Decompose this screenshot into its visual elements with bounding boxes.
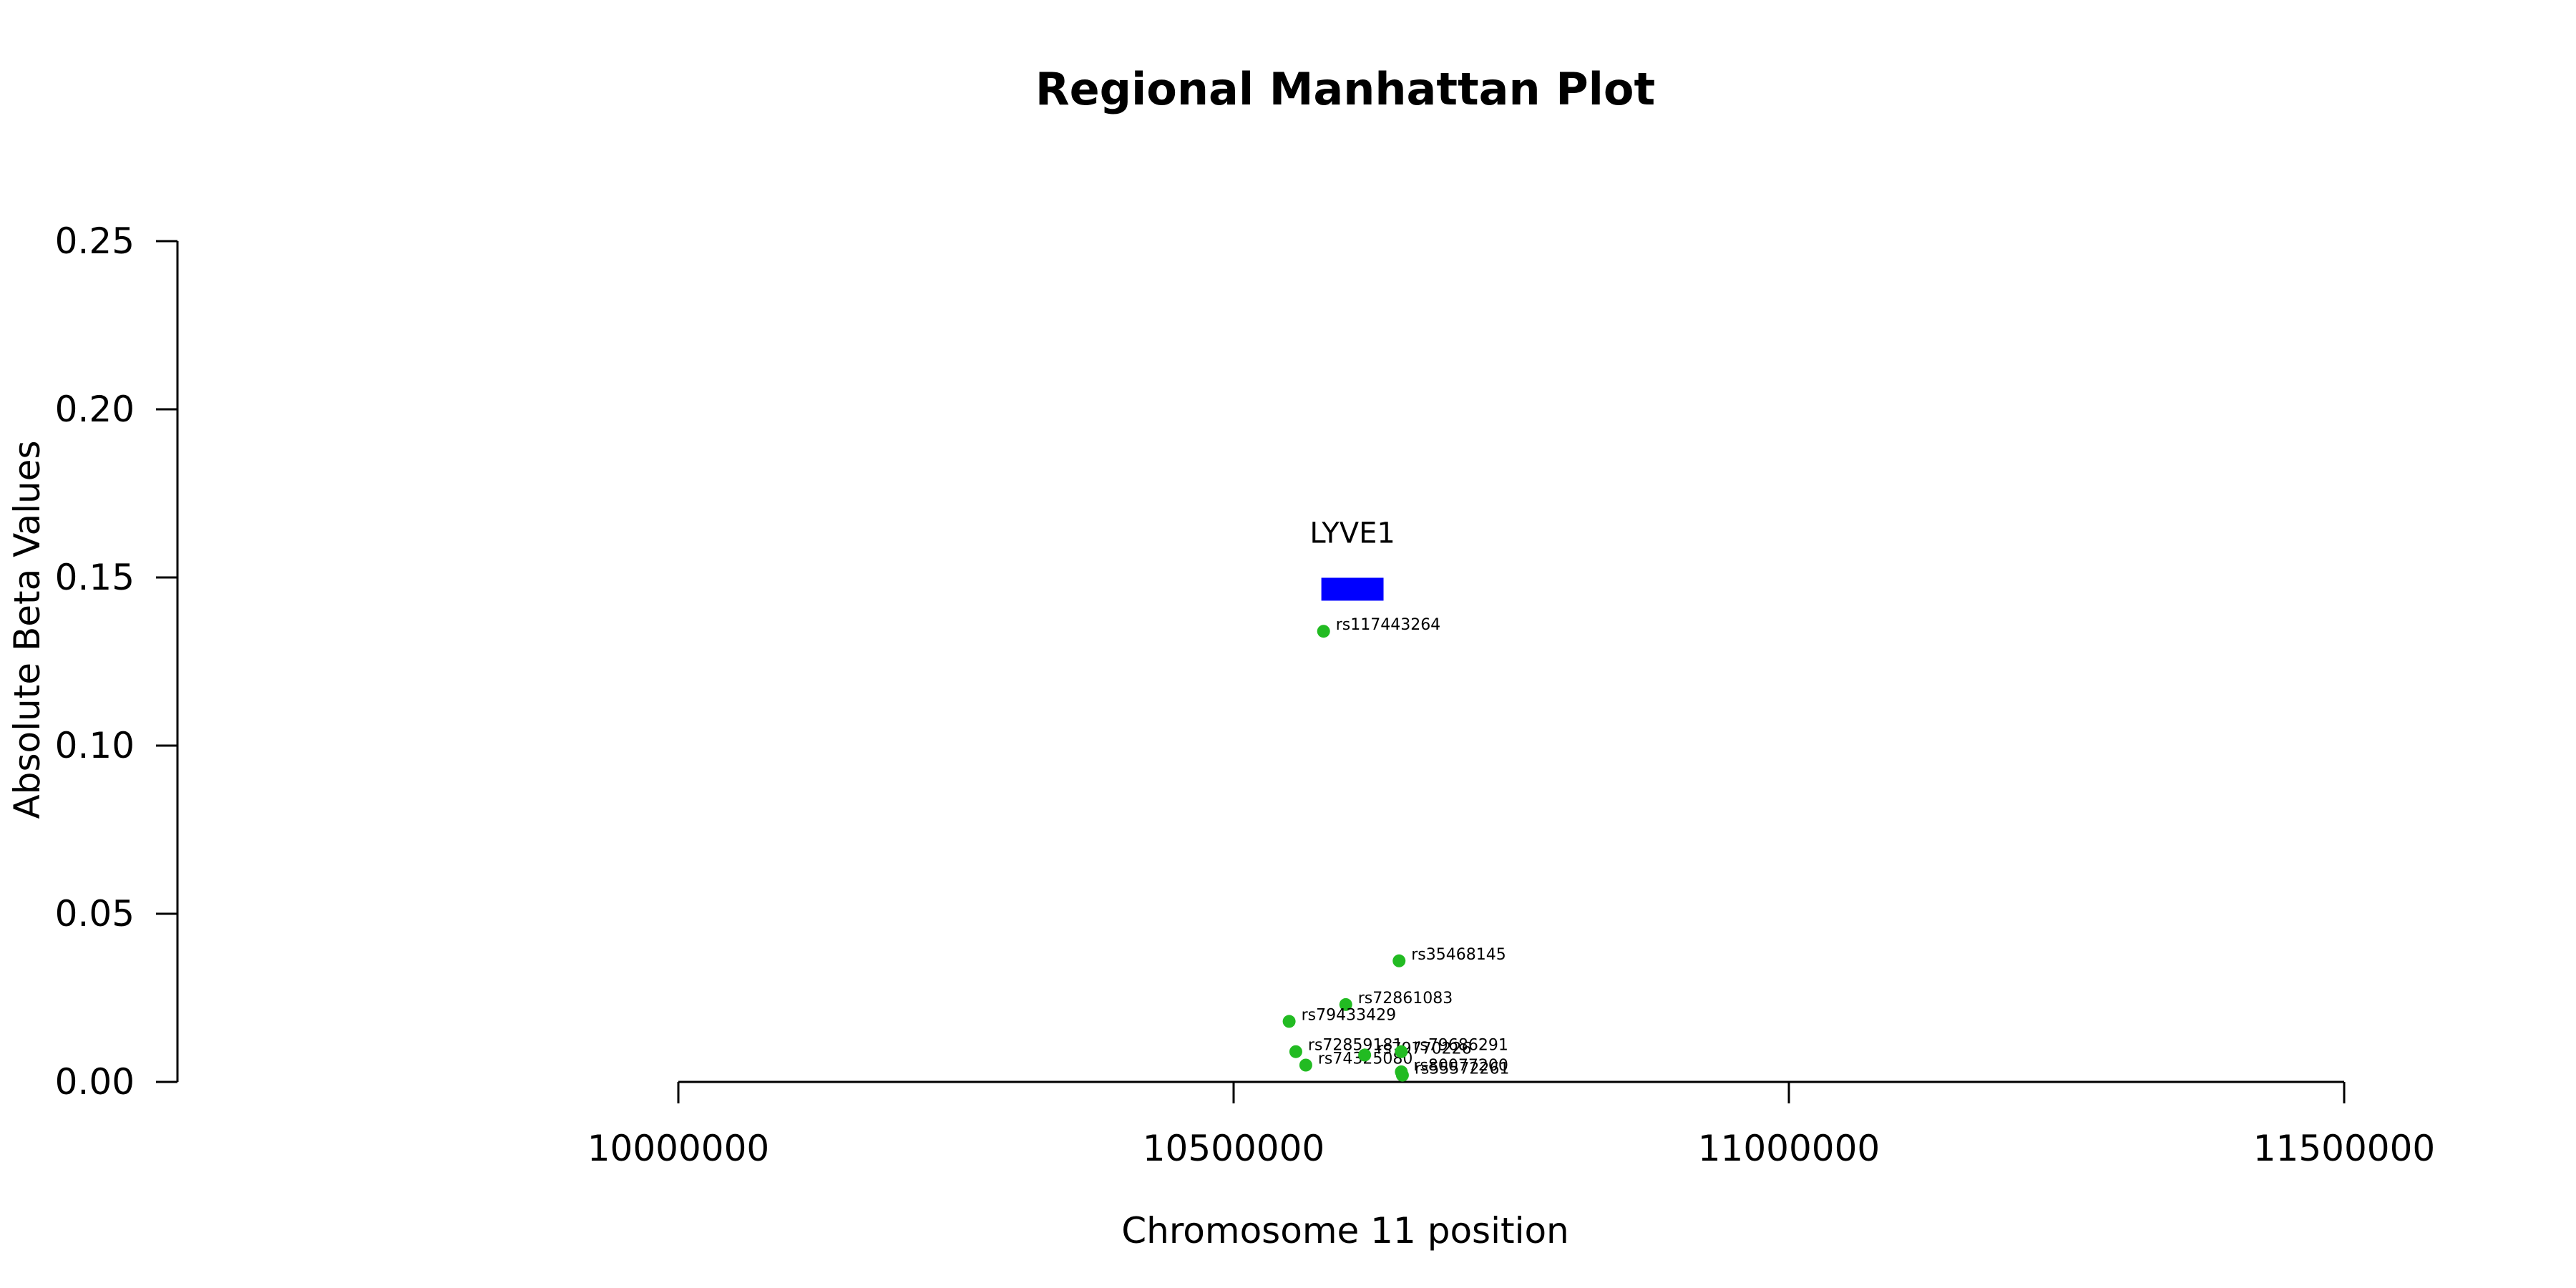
y-axis-label: Absolute Beta Values: [6, 441, 48, 819]
snp-point: [1358, 1048, 1372, 1062]
snp-label: rs79686291: [1413, 1037, 1508, 1055]
snp-points: rs117443264 rs35468145 rs72861083rs7943342…: [1282, 616, 1509, 1082]
y-tick-label: 0.20: [55, 389, 135, 430]
snp-point: [1339, 997, 1352, 1011]
x-tick-label: 11000000: [1698, 1128, 1880, 1169]
snp-point: [1317, 625, 1330, 638]
y-tick-label: 0.15: [55, 557, 135, 598]
snp-point: [1282, 1015, 1296, 1028]
y-tick-label: 0.00: [55, 1061, 135, 1103]
gene-label: LYVE1: [1309, 517, 1395, 550]
snp-point: [1289, 1045, 1302, 1058]
y-axis: 0.00 0.05 0.10 0.15 0.20 0.25: [55, 220, 179, 1103]
y-tick-label: 0.05: [55, 893, 135, 935]
x-tick-label: 10000000: [587, 1128, 770, 1169]
snp-label: rs55572261: [1415, 1060, 1509, 1078]
gene-track: LYVE1: [1309, 517, 1395, 601]
snp-point: [1299, 1058, 1312, 1072]
y-tick-label: 0.10: [55, 725, 135, 766]
y-tick-label: 0.25: [55, 220, 135, 262]
snp-label: rs79770226: [1377, 1040, 1471, 1058]
snp-label: rs117443264: [1336, 616, 1440, 634]
snp-point: [1395, 1068, 1409, 1082]
snp-point: [1395, 1045, 1408, 1058]
x-axis: 10000000 10500000 11000000 11500000: [587, 1080, 2436, 1169]
snp-label: rs35468145: [1411, 946, 1506, 964]
snp-point: [1392, 954, 1406, 967]
x-axis-label: Chromosome 11 position: [1121, 1210, 1569, 1252]
gene-bar: [1321, 577, 1384, 601]
snp-label: rs72859181: [1308, 1037, 1402, 1055]
x-tick-label: 11500000: [2253, 1128, 2436, 1169]
chart-title: Regional Manhattan Plot: [1035, 63, 1655, 115]
snp-label: rs80077200: [1413, 1057, 1508, 1075]
x-tick-label: 10500000: [1143, 1128, 1325, 1169]
snp-label: rs79433429: [1302, 1006, 1396, 1024]
snp-label: rs72861083: [1358, 990, 1453, 1008]
